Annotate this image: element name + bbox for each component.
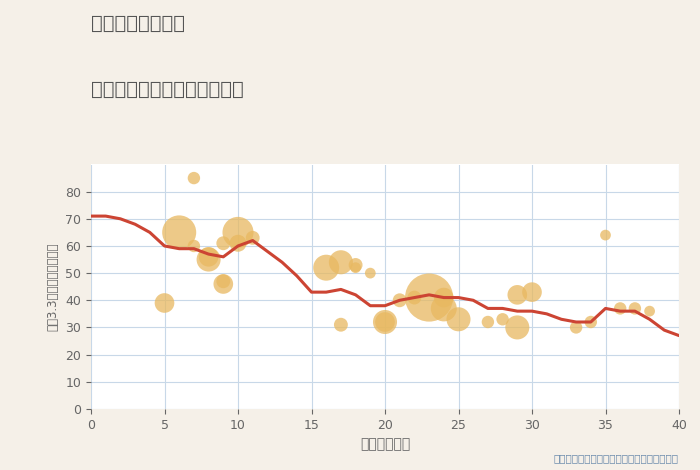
Point (409, 294, 420, 301)
Point (394, 297, 405, 304)
Point (335, 258, 346, 266)
Point (203, 253, 214, 260)
Point (438, 305, 449, 312)
Point (512, 291, 523, 298)
Point (482, 318, 493, 326)
Point (174, 228, 185, 236)
Point (526, 289, 538, 296)
Point (350, 264, 361, 272)
Point (188, 174, 199, 182)
Point (570, 324, 582, 331)
Point (321, 264, 332, 272)
Point (644, 307, 655, 315)
Point (379, 318, 391, 326)
Point (497, 315, 508, 323)
Point (247, 234, 258, 242)
Y-axis label: 坪（3.3㎡）単価（万円）: 坪（3.3㎡）単価（万円） (47, 243, 60, 331)
Point (232, 228, 244, 236)
Point (629, 305, 641, 312)
Point (203, 256, 214, 263)
Point (188, 242, 199, 250)
Point (453, 315, 464, 323)
Point (335, 321, 346, 329)
Point (218, 280, 229, 288)
Point (159, 299, 170, 307)
Point (615, 305, 626, 312)
Point (218, 240, 229, 247)
Point (585, 318, 596, 326)
Text: 円の大きさは、取引のあった物件面積を示す: 円の大きさは、取引のあった物件面積を示す (554, 453, 679, 463)
Point (438, 294, 449, 301)
Point (512, 324, 523, 331)
Point (379, 318, 391, 326)
Point (350, 261, 361, 269)
X-axis label: 築年数（年）: 築年数（年） (360, 437, 410, 451)
Point (600, 231, 611, 239)
Text: 千葉県野田市横内: 千葉県野田市横内 (91, 14, 185, 33)
Point (365, 269, 376, 277)
Text: 築年数別中古マンション価格: 築年数別中古マンション価格 (91, 80, 244, 99)
Point (424, 294, 435, 301)
Point (232, 240, 244, 247)
Point (218, 277, 229, 285)
